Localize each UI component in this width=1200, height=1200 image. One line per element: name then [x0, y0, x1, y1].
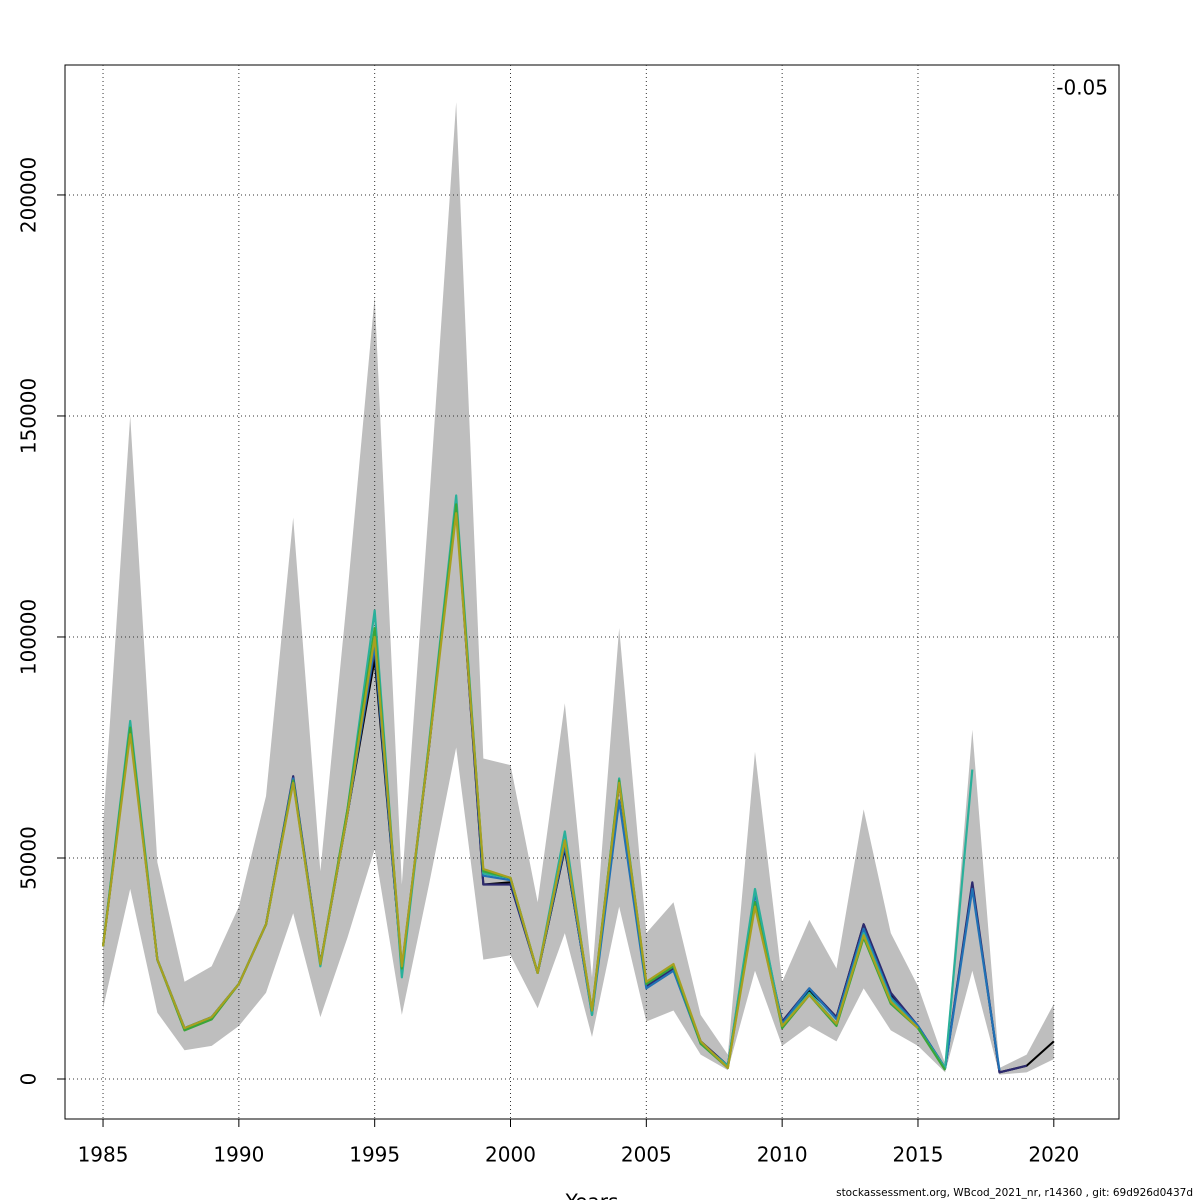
plot-area — [65, 65, 1119, 1119]
y-tick-label: 0 — [17, 1073, 41, 1086]
y-tick-label: 200000 — [17, 157, 41, 233]
x-tick-label: 2010 — [757, 1143, 808, 1167]
x-tick-label: 2005 — [621, 1143, 672, 1167]
x-tick-label: 2000 — [485, 1143, 536, 1167]
y-tick-label: 100000 — [17, 599, 41, 675]
annotation: -0.05 — [1056, 76, 1108, 100]
x-tick-label: 1985 — [78, 1143, 129, 1167]
x-tick-label: 2020 — [1028, 1143, 1079, 1167]
x-tick-label: 2015 — [893, 1143, 944, 1167]
x-tick-label: 1995 — [349, 1143, 400, 1167]
y-tick-label: 150000 — [17, 378, 41, 454]
plot-frame — [64, 64, 1120, 1120]
confidence-band — [103, 102, 1054, 1075]
y-tick-label: 50000 — [17, 826, 41, 890]
footer: stockassessment.org, WBcod_2021_nr, r143… — [836, 1187, 1193, 1199]
x-tick-label: 1990 — [213, 1143, 264, 1167]
x-axis-label: Years — [565, 1190, 619, 1200]
series-line — [101, 512, 919, 1070]
